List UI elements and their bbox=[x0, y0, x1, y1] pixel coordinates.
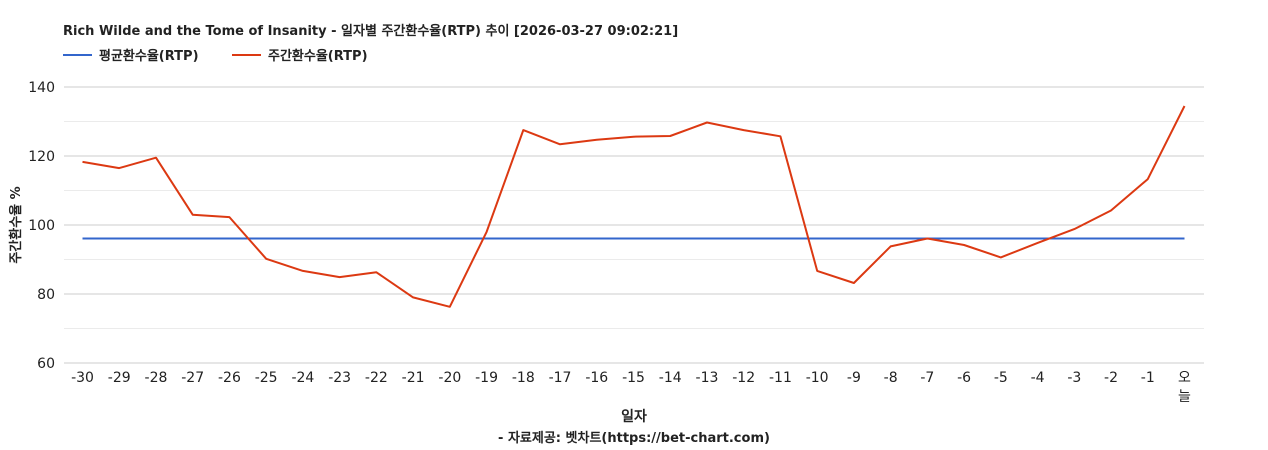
x-tick-label: -19 bbox=[475, 370, 498, 386]
x-tick-label: -21 bbox=[402, 370, 425, 386]
x-tick-label: -1 bbox=[1141, 370, 1155, 386]
x-tick-label: -9 bbox=[847, 370, 861, 386]
y-tick-label: 120 bbox=[28, 149, 55, 165]
x-tick-label: -16 bbox=[585, 370, 608, 386]
y-axis-ticks: 60 80 100 120 140 bbox=[28, 80, 55, 372]
x-tick-label: -15 bbox=[622, 370, 645, 386]
x-axis-ticks: -30 -29 -28 -27 -26 -25 -24 -23 -22 -21 -20 -19 -18-… bbox=[71, 370, 1191, 405]
y-axis-label: 주간환수율 % bbox=[8, 186, 24, 263]
x-tick-label: -8 bbox=[884, 370, 898, 386]
x-tick-label: -24 bbox=[291, 370, 314, 386]
x-axis-label: 일자 bbox=[621, 409, 647, 425]
x-tick-label: -11 bbox=[769, 370, 792, 386]
x-tick-label: -26 bbox=[218, 370, 241, 386]
x-tick-label: -6 bbox=[957, 370, 971, 386]
x-tick-label: -28 bbox=[145, 370, 168, 386]
source-credit: - 자료제공: 벳차트(https://bet-chart.com) bbox=[498, 430, 770, 446]
legend: 평균환수율(RTP) 주간환수율(RTP) bbox=[63, 48, 368, 64]
x-tick-label: -27 bbox=[181, 370, 204, 386]
x-tick-label: -3 bbox=[1067, 370, 1081, 386]
x-tick-label: -23 bbox=[328, 370, 351, 386]
x-tick-label: -20 bbox=[438, 370, 461, 386]
x-tick-label: -10 bbox=[806, 370, 829, 386]
legend-label-weekly: 주간환수율(RTP) bbox=[268, 48, 368, 64]
series-layer bbox=[82, 105, 1186, 308]
x-tick-label: -14 bbox=[659, 370, 682, 386]
x-tick-label: -30 bbox=[71, 370, 94, 386]
y-tick-label: 80 bbox=[37, 287, 55, 303]
y-tick-label: 60 bbox=[37, 356, 55, 372]
x-tick-label: -12 bbox=[732, 370, 755, 386]
x-tick-label: -2 bbox=[1104, 370, 1118, 386]
x-tick-label: -25 bbox=[255, 370, 278, 386]
x-tick-label: -18 bbox=[512, 370, 535, 386]
series-line-weekly bbox=[82, 105, 1186, 308]
x-tick-label: -4 bbox=[1031, 370, 1045, 386]
x-tick-label: -5 bbox=[994, 370, 1008, 386]
x-tick-label: -13 bbox=[696, 370, 719, 386]
x-tick-label: -29 bbox=[108, 370, 131, 386]
y-tick-label: 140 bbox=[28, 80, 55, 96]
x-tick-label: -17 bbox=[549, 370, 572, 386]
y-tick-label: 100 bbox=[28, 218, 55, 234]
gridlines bbox=[64, 86, 1204, 364]
x-tick-label: -7 bbox=[920, 370, 934, 386]
x-tick-label: -22 bbox=[365, 370, 388, 386]
chart-title: Rich Wilde and the Tome of Insanity - 일자… bbox=[63, 23, 678, 39]
legend-label-average: 평균환수율(RTP) bbox=[99, 48, 199, 64]
